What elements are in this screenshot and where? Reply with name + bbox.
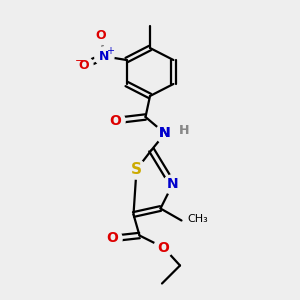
Text: H: H <box>180 124 189 137</box>
Circle shape <box>95 47 114 66</box>
Text: −: − <box>75 56 85 66</box>
Text: N: N <box>159 127 171 140</box>
Text: N: N <box>99 50 110 63</box>
Circle shape <box>155 124 175 143</box>
Circle shape <box>175 121 194 140</box>
Text: +: + <box>106 46 114 56</box>
Circle shape <box>154 238 173 257</box>
Text: O: O <box>158 241 169 254</box>
Text: O: O <box>110 114 122 128</box>
Circle shape <box>127 160 146 179</box>
Circle shape <box>163 175 182 194</box>
Text: N: N <box>167 178 178 191</box>
Text: N: N <box>159 127 171 140</box>
Text: O: O <box>95 29 106 42</box>
Circle shape <box>91 26 110 45</box>
Text: CH₃: CH₃ <box>188 214 208 224</box>
Text: H: H <box>179 124 190 137</box>
Circle shape <box>106 111 125 130</box>
Text: O: O <box>106 232 119 245</box>
Circle shape <box>74 56 93 75</box>
Circle shape <box>103 229 122 248</box>
Text: S: S <box>131 162 142 177</box>
Text: O: O <box>78 59 89 72</box>
